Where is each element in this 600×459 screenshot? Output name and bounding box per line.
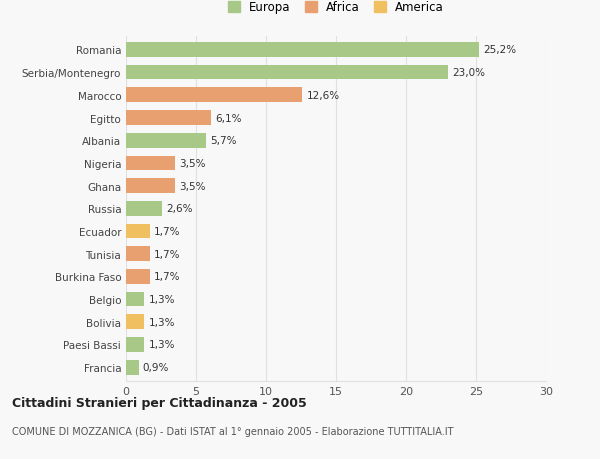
Bar <box>126 111 211 126</box>
Bar <box>126 66 448 80</box>
Bar <box>126 224 150 239</box>
Text: 1,3%: 1,3% <box>148 317 175 327</box>
Bar <box>126 315 144 330</box>
Text: 1,3%: 1,3% <box>148 340 175 350</box>
Bar <box>126 337 144 352</box>
Bar <box>126 43 479 58</box>
Text: 25,2%: 25,2% <box>483 45 516 55</box>
Bar <box>126 179 175 194</box>
Text: 23,0%: 23,0% <box>452 68 485 78</box>
Bar <box>126 156 175 171</box>
Bar <box>126 269 150 284</box>
Text: 6,1%: 6,1% <box>215 113 242 123</box>
Bar <box>126 292 144 307</box>
Text: 2,6%: 2,6% <box>167 204 193 214</box>
Text: 1,7%: 1,7% <box>154 226 181 236</box>
Legend: Europa, Africa, America: Europa, Africa, America <box>228 1 444 14</box>
Bar <box>126 202 163 216</box>
Bar <box>126 360 139 375</box>
Bar <box>126 134 206 148</box>
Text: 0,9%: 0,9% <box>143 363 169 372</box>
Text: 3,5%: 3,5% <box>179 181 206 191</box>
Text: 1,7%: 1,7% <box>154 272 181 282</box>
Bar <box>126 88 302 103</box>
Bar <box>126 247 150 262</box>
Text: Cittadini Stranieri per Cittadinanza - 2005: Cittadini Stranieri per Cittadinanza - 2… <box>12 396 307 409</box>
Text: COMUNE DI MOZZANICA (BG) - Dati ISTAT al 1° gennaio 2005 - Elaborazione TUTTITAL: COMUNE DI MOZZANICA (BG) - Dati ISTAT al… <box>12 426 454 436</box>
Text: 5,7%: 5,7% <box>210 136 236 146</box>
Text: 12,6%: 12,6% <box>307 90 340 101</box>
Text: 1,7%: 1,7% <box>154 249 181 259</box>
Text: 1,3%: 1,3% <box>148 294 175 304</box>
Text: 3,5%: 3,5% <box>179 158 206 168</box>
